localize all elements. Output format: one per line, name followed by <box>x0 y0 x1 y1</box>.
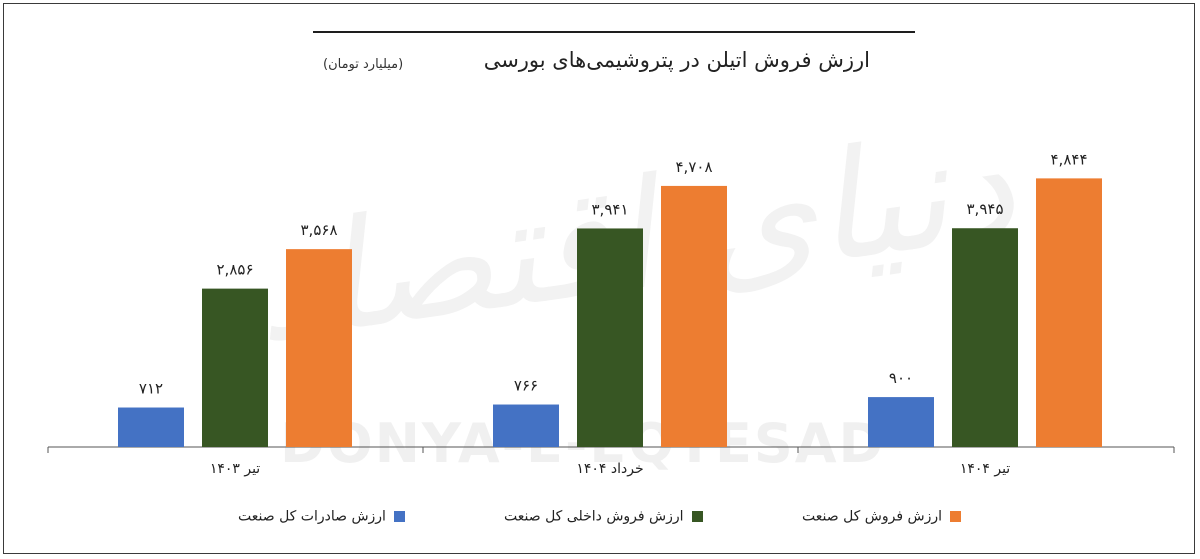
bar-0-1 <box>202 288 268 447</box>
bar-2-2 <box>1036 178 1102 448</box>
data-label-0-0: ۷۱۲ <box>139 380 163 398</box>
bar-1-0 <box>493 404 559 447</box>
legend-swatch-export <box>393 511 405 522</box>
data-label-2-0: ۹۰۰ <box>889 369 913 387</box>
legend-item-export: ارزش صادرات کل صنعت <box>238 506 405 526</box>
data-label-1-1: ۳,۹۴۱ <box>592 200 629 218</box>
data-label-2-1: ۳,۹۴۵ <box>967 200 1004 218</box>
title-rule <box>313 31 915 33</box>
data-label-1-0: ۷۶۶ <box>514 377 538 395</box>
bar-1-1 <box>577 228 643 447</box>
data-label-2-2: ۴,۸۴۴ <box>1051 150 1088 168</box>
legend-item-total: ارزش فروش کل صنعت <box>802 506 961 526</box>
x-tick-label-0: تیر ۱۴۰۳ <box>210 461 260 477</box>
legend-label-total: ارزش فروش کل صنعت <box>802 508 942 525</box>
legend-label-domestic: ارزش فروش داخلی کل صنعت <box>504 508 684 525</box>
x-tick-label-2: تیر ۱۴۰۴ <box>960 461 1010 477</box>
data-label-0-1: ۲,۸۵۶ <box>217 261 254 279</box>
bar-0-0 <box>118 407 184 447</box>
legend-swatch-domestic <box>691 511 703 522</box>
bar-1-2 <box>661 185 727 448</box>
chart-title: ارزش فروش اتیلن در پتروشیمی‌های بورسی <box>483 48 870 72</box>
bar-0-2 <box>286 249 352 447</box>
chart-subtitle: (میلیارد تومان) <box>323 57 404 72</box>
legend-swatch-total <box>950 511 961 522</box>
data-label-0-2: ۳,۵۶۸ <box>301 221 338 239</box>
data-label-1-2: ۴,۷۰۸ <box>676 158 713 176</box>
legend-label-export: ارزش صادرات کل صنعت <box>238 508 386 525</box>
bar-2-0 <box>868 397 934 447</box>
x-tick-label-1: خرداد ۱۴۰۴ <box>576 461 643 477</box>
bar-2-1 <box>952 228 1018 447</box>
legend-item-domestic: ارزش فروش داخلی کل صنعت <box>504 506 703 526</box>
